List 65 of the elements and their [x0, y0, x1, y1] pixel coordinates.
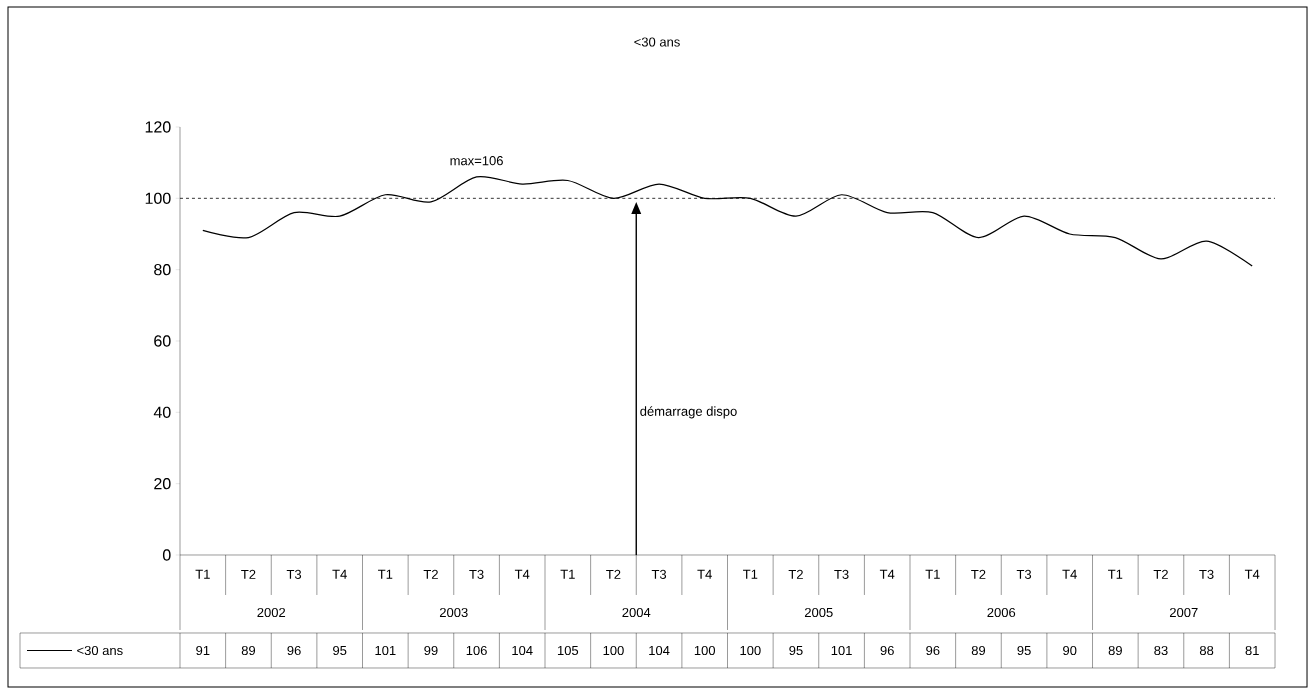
- data-label: 100: [603, 645, 624, 656]
- data-label: 101: [831, 645, 852, 656]
- data-label: 96: [926, 645, 940, 656]
- data-label: 99: [424, 645, 438, 656]
- x-tick-label: T4: [1244, 569, 1260, 579]
- x-tick-label: T4: [879, 569, 895, 579]
- data-label: 83: [1154, 645, 1168, 656]
- text: 2003: [439, 607, 468, 618]
- x-tick-label: T1: [195, 569, 210, 579]
- data-label: 106: [466, 645, 487, 656]
- y-tick-label: 60: [154, 335, 171, 347]
- x-tick-label: T1: [560, 569, 575, 579]
- y-tick-label: 40: [153, 406, 171, 418]
- x-tick-label: T3: [651, 569, 667, 579]
- data-label: 100: [740, 645, 761, 656]
- x-tick-label: T2: [971, 569, 986, 579]
- x-tick-label: T1: [1108, 569, 1123, 579]
- x-tick-label: T2: [241, 569, 256, 579]
- annotation: démarrage dispo: [640, 406, 737, 419]
- data-label: 95: [333, 645, 347, 656]
- text: 2004: [622, 607, 651, 618]
- x-tick-label: T2: [1153, 569, 1168, 579]
- data-label: 101: [375, 645, 396, 656]
- data-label: 91: [196, 645, 210, 656]
- x-tick-label: T4: [697, 569, 712, 579]
- data-label: 89: [241, 645, 256, 656]
- data-label: 95: [1017, 645, 1031, 656]
- y-tick-label: 20: [154, 478, 171, 490]
- data-label: 105: [557, 645, 579, 656]
- text: 2005: [804, 607, 833, 618]
- data-label: 81: [1245, 645, 1259, 656]
- x-tick-label: T3: [286, 569, 302, 579]
- data-label: 104: [512, 645, 533, 656]
- x-tick-label: T1: [378, 569, 393, 579]
- data-label: 100: [694, 645, 716, 656]
- data-label: 96: [287, 645, 301, 656]
- x-tick-label: T4: [514, 569, 530, 579]
- y-tick-label: 80: [154, 263, 171, 276]
- x-tick-label: T3: [1199, 569, 1214, 579]
- data-label: 88: [1199, 645, 1214, 656]
- text: 2002: [257, 607, 286, 618]
- x-tick-label: T3: [1016, 569, 1032, 579]
- text: 2007: [1169, 607, 1198, 618]
- chart-title: <30 ans: [634, 37, 680, 47]
- x-tick-label: T3: [469, 569, 484, 579]
- y-tick-label: 100: [145, 192, 171, 204]
- x-tick-label: T4: [1062, 569, 1077, 579]
- data-label: 90: [1063, 645, 1077, 656]
- x-tick-label: T2: [606, 569, 621, 579]
- data-label: 89: [971, 645, 986, 656]
- data-label: 89: [1108, 645, 1122, 656]
- y-tick-label: 0: [162, 549, 171, 561]
- x-tick-label: T4: [332, 569, 347, 579]
- data-label: 95: [789, 645, 803, 656]
- legend-label: <30 ans: [77, 645, 123, 656]
- text: 2006: [987, 607, 1016, 618]
- x-tick-label: T3: [834, 569, 849, 579]
- x-tick-label: T1: [925, 569, 940, 579]
- x-tick-label: T2: [423, 569, 438, 579]
- data-label: 96: [880, 645, 894, 656]
- data-label: 104: [649, 645, 670, 656]
- y-tick-label: 120: [145, 121, 171, 133]
- x-tick-label: T2: [788, 569, 803, 579]
- x-tick-label: T1: [743, 569, 758, 579]
- annotation: max=106: [450, 156, 503, 166]
